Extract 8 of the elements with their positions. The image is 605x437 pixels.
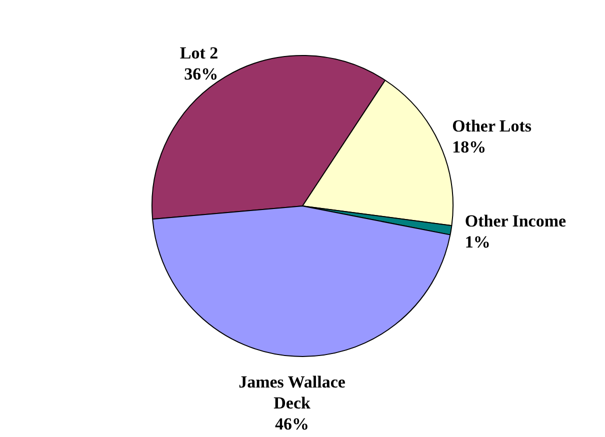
slice-label: Other Lots bbox=[452, 116, 532, 136]
slice-label: Other Income bbox=[464, 211, 567, 230]
data-label: 46% bbox=[275, 414, 310, 434]
slice-label: James Wallace Deck bbox=[238, 372, 346, 413]
data-label: 18% bbox=[452, 137, 486, 156]
data-label: 1% bbox=[464, 232, 490, 252]
slice-label: Lot 2 bbox=[180, 44, 218, 63]
data-label: 36% bbox=[184, 64, 218, 84]
